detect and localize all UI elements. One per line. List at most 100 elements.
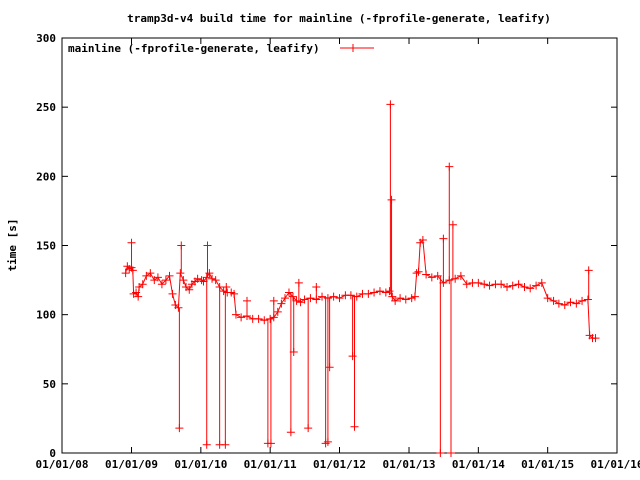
series-point-20 xyxy=(176,269,185,278)
series-point-30 xyxy=(205,269,214,278)
series-point-90 xyxy=(485,281,494,290)
series-point-93 xyxy=(503,283,512,291)
spike-point-26 xyxy=(445,162,454,171)
series-point-105 xyxy=(572,299,581,308)
series-point-62 xyxy=(352,292,361,301)
series-point-16 xyxy=(165,271,174,280)
spike-point-0 xyxy=(127,238,136,247)
spike-point-23 xyxy=(387,195,396,204)
spike-point-10 xyxy=(266,439,275,448)
series-point-43 xyxy=(260,316,269,325)
series-point-75 xyxy=(412,269,421,278)
series-point-88 xyxy=(474,278,483,287)
series-line xyxy=(125,238,596,339)
series-point-85 xyxy=(456,271,465,280)
y-tick-label-4: 200 xyxy=(36,170,56,183)
spike-point-27 xyxy=(446,449,455,457)
series-point-73 xyxy=(407,294,416,303)
spike-point-28 xyxy=(448,220,457,229)
spike-point-11 xyxy=(269,296,278,305)
spike-point-24 xyxy=(436,449,445,457)
series-point-38 xyxy=(231,310,240,319)
series-point-6 xyxy=(132,288,141,297)
y-tick-label-1: 50 xyxy=(43,378,56,391)
series-point-89 xyxy=(480,280,489,289)
series-point-95 xyxy=(514,280,523,289)
spike-point-19 xyxy=(325,363,334,372)
series-point-101 xyxy=(549,296,558,305)
y-axis-label: time [s] xyxy=(6,219,19,272)
series-point-97 xyxy=(526,284,535,293)
series-point-49 xyxy=(284,288,293,297)
spike-point-1 xyxy=(175,424,184,433)
spike-point-25 xyxy=(439,234,448,243)
series-point-53 xyxy=(300,295,309,304)
series-point-98 xyxy=(532,281,541,290)
series-point-28 xyxy=(199,277,208,286)
spike-point-20 xyxy=(348,352,357,361)
series-point-42 xyxy=(254,314,263,323)
y-tick-label-3: 150 xyxy=(36,240,56,253)
spike-point-13 xyxy=(289,348,298,357)
series-point-104 xyxy=(566,298,575,307)
series-point-107 xyxy=(583,295,592,304)
series-point-48 xyxy=(280,294,289,303)
series-point-102 xyxy=(554,299,563,308)
series-point-65 xyxy=(370,288,379,297)
legend-marker xyxy=(349,44,357,52)
series-layer xyxy=(121,100,600,457)
series-point-78 xyxy=(418,235,427,244)
series-point-32 xyxy=(211,276,220,285)
x-tick-label-6: 01/01/14 xyxy=(452,458,505,471)
series-point-71 xyxy=(396,294,405,303)
series-point-70 xyxy=(391,296,400,305)
series-point-37 xyxy=(230,289,239,298)
series-point-106 xyxy=(578,296,587,305)
series-point-59 xyxy=(335,294,344,303)
x-tick-label-7: 01/01/15 xyxy=(521,458,574,471)
plot-frame xyxy=(61,37,618,454)
series-point-9 xyxy=(138,280,147,289)
series-point-103 xyxy=(560,300,569,309)
spike-point-21 xyxy=(350,422,359,431)
spike-point-8 xyxy=(243,296,251,305)
series-point-99 xyxy=(537,278,546,287)
series-point-74 xyxy=(410,292,419,301)
axis-ticks: 0 50 100 150 200 250 300 01/01/08 01/01/09 01/01/… xyxy=(36,32,640,471)
series-point-69 xyxy=(388,292,397,301)
spike-point-12 xyxy=(286,428,295,437)
y-tick-label-6: 300 xyxy=(36,32,56,45)
series-point-61 xyxy=(346,291,355,300)
series-point-26 xyxy=(193,274,202,283)
series-point-54 xyxy=(306,294,315,303)
series-point-19 xyxy=(174,303,183,312)
series-point-56 xyxy=(318,292,327,301)
spike-point-14 xyxy=(294,278,303,287)
series-point-14 xyxy=(157,280,166,289)
series-point-76 xyxy=(414,267,423,276)
series-point-21 xyxy=(179,276,188,285)
series-point-79 xyxy=(422,270,431,279)
series-point-0 xyxy=(121,269,130,278)
series-point-100 xyxy=(543,294,552,303)
series-point-67 xyxy=(381,288,390,297)
series-point-4 xyxy=(128,266,137,275)
x-tick-label-3: 01/01/11 xyxy=(244,458,297,471)
series-point-39 xyxy=(237,313,246,322)
series-point-94 xyxy=(508,281,517,290)
series-point-58 xyxy=(329,292,338,301)
series-point-15 xyxy=(161,276,170,285)
spike-point-4 xyxy=(203,241,212,250)
x-tick-label-4: 01/01/12 xyxy=(313,458,366,471)
y-tick-label-2: 100 xyxy=(36,309,56,322)
spike-point-2 xyxy=(177,241,186,250)
series-point-23 xyxy=(185,285,194,294)
y-tick-label-0: 0 xyxy=(49,447,56,460)
series-point-86 xyxy=(462,280,471,289)
legend-label: mainline (-fprofile-generate, leafify) xyxy=(68,42,320,55)
series-point-17 xyxy=(168,289,177,298)
x-tick-label-1: 01/01/09 xyxy=(105,458,158,471)
series-point-31 xyxy=(208,274,217,283)
series-point-11 xyxy=(146,269,155,278)
spike-point-22 xyxy=(386,100,395,109)
